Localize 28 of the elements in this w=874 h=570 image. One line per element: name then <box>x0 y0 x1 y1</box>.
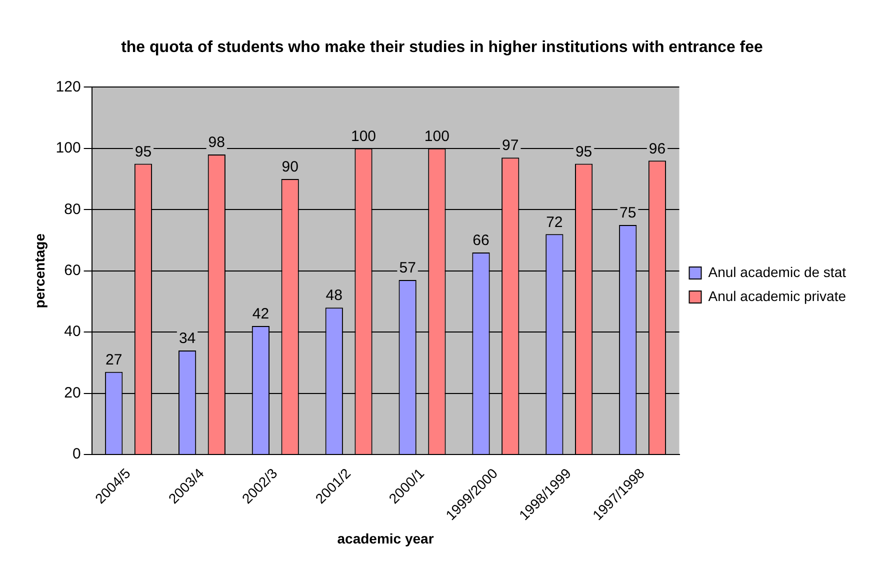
data-label: 48 <box>326 287 342 304</box>
data-label: 66 <box>472 232 490 250</box>
data-label: 27 <box>106 352 122 369</box>
y-axis-title: percentage <box>31 233 48 308</box>
data-label: 95 <box>575 143 592 160</box>
y-tick-label: 100 <box>56 140 81 157</box>
y-tick-label: 60 <box>64 262 81 280</box>
data-label: 42 <box>252 306 270 323</box>
data-label: 95 <box>134 143 152 160</box>
data-label: 96 <box>648 140 666 158</box>
data-label: 34 <box>178 330 196 348</box>
data-label: 57 <box>399 260 416 277</box>
chart-title: the quota of students who make their studies in higher institutions with entrance fee <box>121 39 764 56</box>
legend-label: Anul academic private <box>708 288 846 304</box>
y-tick-label: 40 <box>64 323 81 340</box>
x-axis-title: academic year <box>337 530 434 546</box>
data-label: 72 <box>546 214 563 231</box>
data-label: 100 <box>350 128 376 146</box>
data-label: 97 <box>502 137 519 154</box>
data-label: 100 <box>424 128 450 146</box>
data-label: 75 <box>620 204 636 222</box>
data-label: 98 <box>208 134 225 152</box>
data-label: 90 <box>282 158 298 176</box>
y-tick-label: 20 <box>64 384 81 402</box>
legend-label: Anul academic de stat <box>708 264 846 280</box>
y-tick-label: 0 <box>72 446 81 463</box>
y-tick-label: 120 <box>56 78 81 96</box>
y-tick-label: 80 <box>64 200 81 218</box>
